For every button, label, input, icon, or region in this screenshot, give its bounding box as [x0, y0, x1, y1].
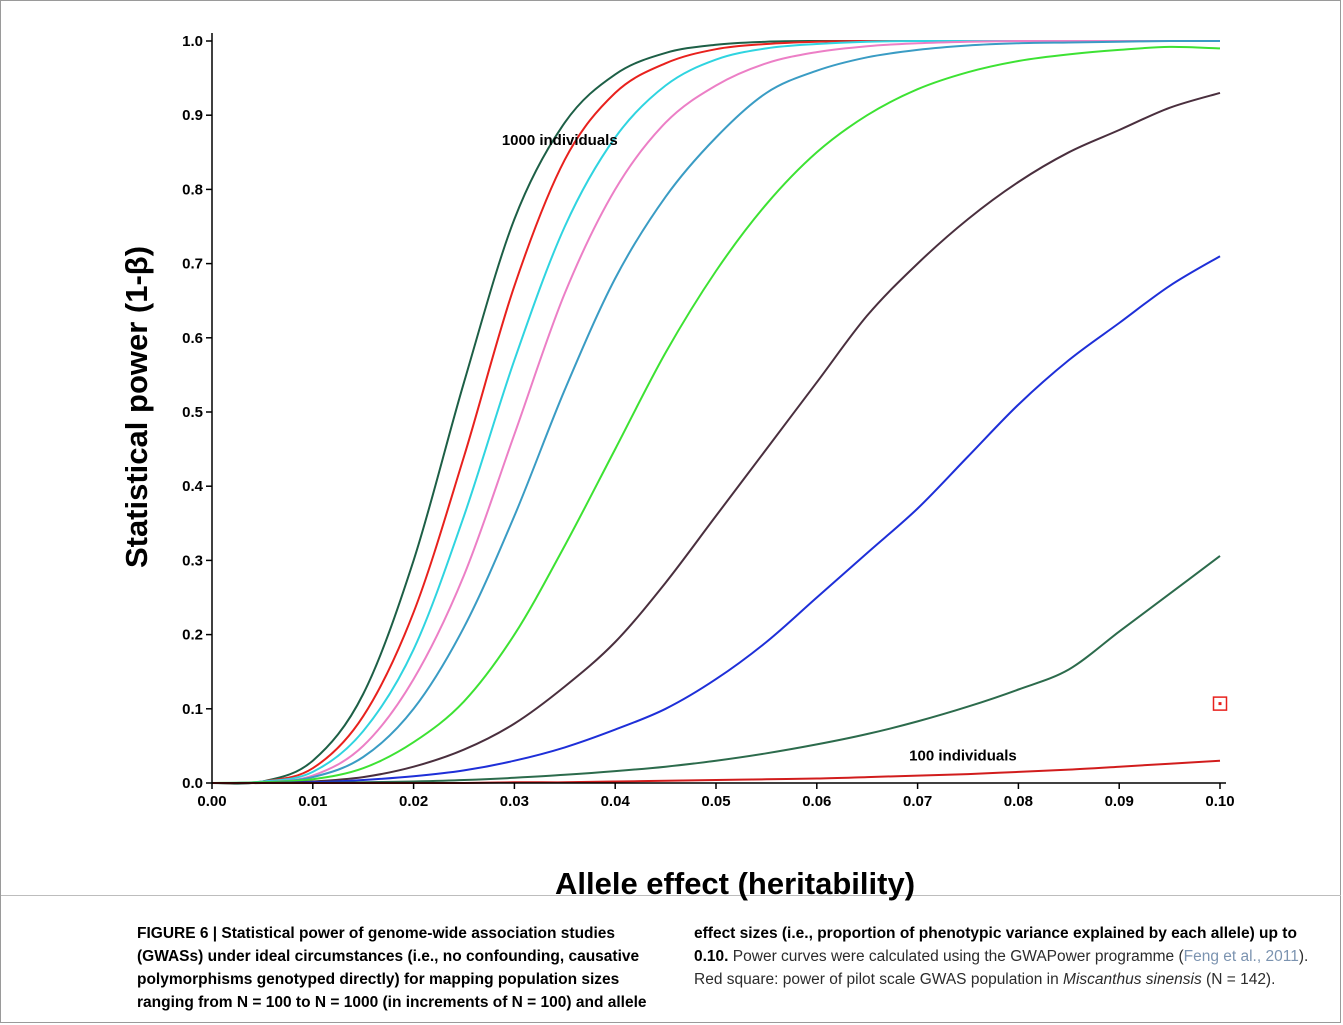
series-line-4 [211, 39, 1220, 785]
pilot-gwas-marker-dot [1218, 702, 1222, 706]
annotation-label: 1000 individuals [502, 132, 618, 149]
y-tick-label: 0.0 [182, 775, 203, 792]
citation-link[interactable]: Feng et al., 2011 [1183, 948, 1299, 965]
y-tick-label: 0.4 [182, 478, 204, 495]
caption-left: FIGURE 6 | Statistical power of genome-w… [137, 922, 677, 1014]
y-tick-label: 0.8 [182, 181, 203, 198]
x-tick-label: 0.05 [701, 793, 730, 810]
y-tick-label: 0.5 [182, 404, 203, 421]
pilot-gwas-marker [1212, 696, 1228, 711]
x-tick-label: 0.02 [399, 793, 428, 810]
caption-bold-continued: effect sizes (i.e., proportion of phenot… [694, 925, 1297, 965]
caption-text-3: (N = 142). [1201, 971, 1276, 988]
series-line-5 [211, 39, 1221, 784]
caption-title: FIGURE 6 | Statistical power of genome-w… [137, 925, 647, 1011]
caption-text-1: Power curves were calculated using the G… [728, 948, 1184, 965]
y-tick-label: 0.7 [182, 256, 203, 273]
x-tick-label: 0.10 [1205, 793, 1234, 810]
x-tick-label: 0.08 [1004, 793, 1033, 810]
series-line-6 [211, 45, 1221, 784]
x-tick-label: 0.07 [903, 793, 932, 810]
caption-text-2: ). Red square: power of pilot scale GWAS… [694, 948, 1309, 988]
x-axis-label: Allele effect (heritability) [554, 866, 916, 901]
axes [206, 33, 1226, 789]
y-axis-label: Statistical power (1-β) [119, 245, 154, 569]
y-tick-label: 1.0 [182, 33, 203, 50]
y-tick-label: 0.9 [182, 107, 203, 124]
caption-right: effect sizes (i.e., proportion of phenot… [694, 922, 1314, 991]
x-tick-label: 0.04 [601, 793, 631, 810]
x-tick-label: 0.00 [197, 793, 226, 810]
x-tick-label: 0.03 [500, 793, 529, 810]
y-tick-label: 0.2 [182, 627, 203, 644]
x-tick-label: 0.09 [1105, 793, 1134, 810]
x-tick-label: 0.01 [298, 793, 327, 810]
species-name: Miscanthus sinensis [1063, 971, 1202, 988]
y-tick-label: 0.3 [182, 552, 203, 569]
power-chart: 0.0 0.1 0.2 0.3 0.4 0.5 0.6 0.7 0.8 0.9 1.0 0.00 0.0… [182, 33, 1235, 810]
series-line-8 [211, 255, 1221, 785]
series-line-7 [211, 91, 1221, 785]
y-tick-label: 0.1 [182, 701, 203, 718]
caption-divider [1, 895, 1341, 896]
series-lines [211, 39, 1221, 785]
y-tick-label: 0.6 [182, 330, 203, 347]
x-tick-label: 0.06 [802, 793, 831, 810]
series-line-9 [211, 555, 1221, 785]
annotation-label: 100 individuals [909, 748, 1017, 765]
annotations: 1000 individuals 100 individuals [502, 132, 1228, 765]
tick-labels: 0.0 0.1 0.2 0.3 0.4 0.5 0.6 0.7 0.8 0.9 1.0 0.00 0.0… [182, 33, 1234, 810]
